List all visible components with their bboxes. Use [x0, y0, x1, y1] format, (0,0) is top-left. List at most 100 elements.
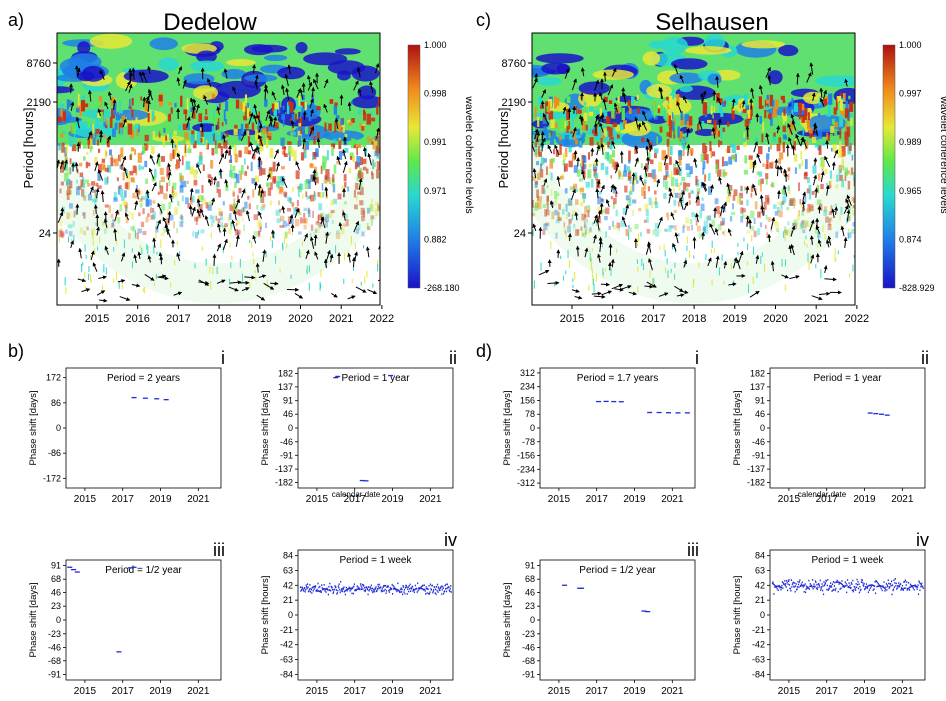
data-point [831, 586, 832, 588]
data-point [858, 588, 859, 590]
y-tick-label: -91 [48, 670, 61, 680]
data-point [373, 591, 374, 593]
data-point [407, 589, 408, 591]
x-tick-label: 2019 [381, 686, 404, 696]
data-point [855, 589, 856, 591]
data-point [435, 589, 436, 591]
data-point [657, 412, 662, 413]
data-point [795, 591, 796, 593]
data-point [364, 587, 365, 589]
data-point [317, 583, 318, 585]
data-point [906, 584, 907, 586]
data-point [393, 586, 394, 588]
y-tick-label: 68 [525, 574, 535, 584]
data-point [787, 590, 788, 592]
y-tick-label: 0 [288, 610, 293, 620]
data-point [301, 589, 302, 591]
data-point [441, 586, 442, 588]
y-tick-label: -21 [752, 625, 765, 635]
y-tick-label: 91 [283, 396, 293, 406]
data-point [437, 591, 438, 593]
data-point [304, 587, 305, 589]
data-point [384, 589, 385, 591]
data-point [891, 594, 892, 596]
y-tick-label: -137 [275, 464, 293, 474]
data-point [904, 587, 905, 589]
colorbar-tick-label: 0.965 [899, 186, 922, 196]
data-point [820, 580, 821, 582]
y-tick-label: 0 [530, 423, 535, 433]
data-point [803, 586, 804, 588]
data-point [815, 582, 816, 584]
x-tick-label: 2018 [207, 313, 231, 325]
x-tick-label: 2019 [623, 686, 646, 696]
data-point [838, 591, 839, 593]
data-point [396, 591, 397, 593]
y-tick-label: 84 [755, 551, 765, 561]
data-point [353, 586, 354, 588]
data-point [562, 585, 567, 586]
y-tick-label: 0 [288, 423, 293, 433]
data-point [895, 585, 896, 587]
data-point [827, 579, 828, 581]
data-point [429, 593, 430, 595]
data-point [436, 586, 437, 588]
data-point [392, 593, 393, 595]
data-point [67, 567, 72, 568]
panel-title: Period = 1 week [340, 555, 413, 566]
data-point [330, 590, 331, 592]
data-point [821, 586, 822, 588]
data-point [812, 586, 813, 588]
data-point [417, 583, 418, 585]
data-point [802, 581, 803, 583]
data-point [903, 589, 904, 591]
data-point [888, 583, 889, 585]
data-point [869, 589, 870, 591]
data-point [790, 590, 791, 592]
data-point [611, 401, 616, 402]
y-tick-label: 91 [525, 560, 535, 570]
y-tick-label: -91 [522, 670, 535, 680]
y-tick-label: -46 [48, 643, 61, 653]
data-point [434, 586, 435, 588]
y-axis-label: Period [hours] [21, 108, 36, 189]
y-tick-label: -91 [752, 450, 765, 460]
data-point [164, 399, 169, 400]
y-tick-label: -46 [280, 437, 293, 447]
data-point [888, 579, 889, 581]
data-point [827, 585, 828, 587]
data-point [436, 593, 437, 595]
data-point [410, 590, 411, 592]
data-point [797, 581, 798, 583]
data-point [416, 588, 417, 590]
data-point [784, 580, 785, 582]
data-point [445, 584, 446, 586]
data-point [450, 585, 451, 587]
x-tick-label: 2017 [641, 313, 665, 325]
colorbar-tick-label: -268.180 [424, 283, 460, 293]
data-point [337, 590, 338, 592]
data-point [919, 589, 920, 591]
data-point [835, 588, 836, 590]
data-point [307, 583, 308, 585]
y-tick-label: 46 [525, 587, 535, 597]
data-point [853, 589, 854, 591]
data-point [332, 589, 333, 591]
data-point [856, 583, 857, 585]
data-point [427, 589, 428, 591]
data-point [415, 585, 416, 587]
x-tick-label: 2021 [804, 313, 828, 325]
data-point [343, 588, 344, 590]
data-point [116, 651, 121, 652]
data-point [920, 586, 921, 588]
data-point [374, 589, 375, 591]
data-point [342, 591, 343, 593]
colorbar-tick-label: 0.989 [899, 137, 922, 147]
data-point [450, 588, 451, 590]
panel-roman-numeral: iv [916, 530, 929, 550]
data-point [829, 588, 830, 590]
y-tick-label: 21 [755, 595, 765, 605]
